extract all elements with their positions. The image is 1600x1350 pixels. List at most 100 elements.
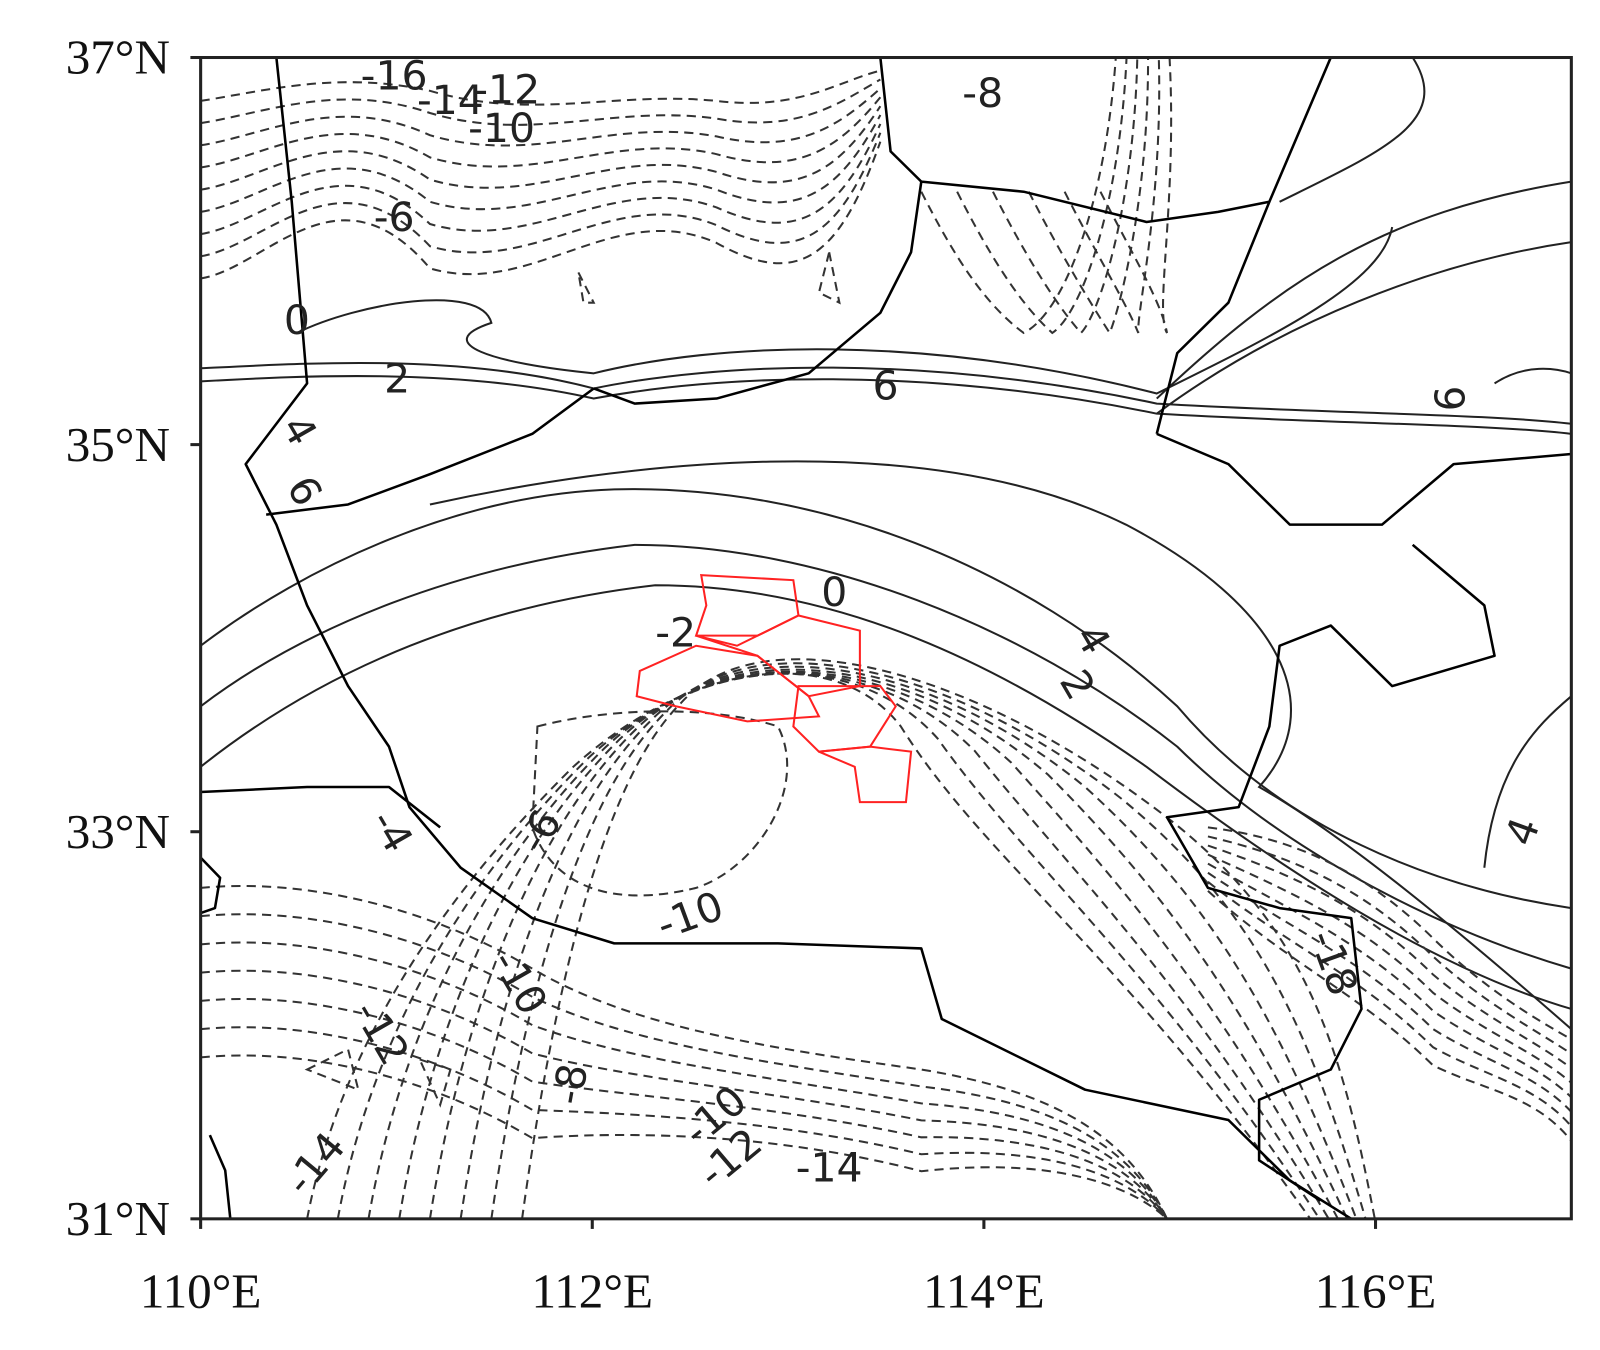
contour-label: 0 [284, 296, 310, 344]
contour [1207, 844, 1572, 1070]
contour [398, 670, 1339, 1220]
y-tick-label: 31°N [66, 1192, 170, 1246]
contour [428, 668, 1349, 1220]
contour [1207, 890, 1573, 1142]
contour [521, 658, 1376, 1220]
contour [200, 114, 882, 213]
contour [200, 885, 1168, 1220]
contour-label: -10 [468, 104, 535, 152]
contour [1207, 862, 1573, 1099]
y-tick-label: 37°N [66, 31, 170, 85]
border [1165, 543, 1496, 1202]
borders [199, 57, 1572, 1220]
contour [1156, 180, 1572, 400]
contour [1207, 826, 1572, 1041]
contour [429, 460, 1573, 1030]
contour-label: -8 [962, 69, 1003, 117]
region-outline [635, 644, 821, 723]
contour-label: -8 [543, 1060, 598, 1108]
border [1156, 432, 1572, 526]
axis-ticks: 37°N 35°N 33°N 31°N 110°E 112°E 114°E 116°E [66, 31, 1437, 1319]
contour [200, 375, 1572, 435]
contour [200, 1026, 1168, 1220]
contour [306, 672, 1312, 1220]
contour [200, 105, 882, 191]
contour [200, 488, 1572, 910]
contour [200, 69, 881, 106]
contour-lines [199, 56, 1573, 1030]
contour-label: -18 [1299, 923, 1367, 1001]
contour [1099, 57, 1173, 334]
contour [459, 665, 1358, 1220]
contour [817, 251, 841, 305]
highlight-region [635, 574, 913, 804]
y-tick-label: 35°N [66, 418, 170, 472]
contour [200, 141, 882, 280]
contour [200, 123, 882, 236]
contour-label: -14 [796, 1144, 863, 1192]
contour [200, 941, 1168, 1220]
contour-label: -14 [275, 1123, 355, 1204]
contour [1207, 835, 1572, 1055]
border [200, 785, 441, 829]
contour-label: -12 [473, 66, 540, 114]
contour [199, 584, 1572, 1010]
contour [1207, 853, 1573, 1084]
contour-label: -16 [361, 52, 428, 100]
x-tick-label: 114°E [923, 1265, 1045, 1319]
region-outline [695, 614, 861, 698]
contour [200, 132, 882, 258]
contour [417, 1057, 452, 1108]
contour [956, 57, 1128, 335]
contour [200, 1054, 1168, 1220]
contour [920, 57, 1117, 335]
contour [200, 998, 1168, 1220]
x-tick-label: 112°E [532, 1265, 654, 1319]
border [879, 57, 1332, 224]
border [1155, 201, 1271, 435]
contour-label: -6 [374, 193, 415, 241]
contour [200, 361, 1572, 425]
border [244, 57, 1352, 1220]
contour [200, 913, 1168, 1220]
contour [1279, 56, 1426, 203]
contour-label: -2 [655, 609, 696, 657]
contour [1483, 695, 1573, 868]
contour [1027, 57, 1150, 336]
contour [200, 78, 881, 126]
contour [490, 662, 1367, 1220]
contour-label: 2 [384, 355, 410, 403]
contour-label: -14 [417, 76, 484, 124]
region-outline [694, 574, 800, 637]
contour-label: 4 [1065, 616, 1120, 662]
border [265, 387, 595, 516]
y-tick-label: 33°N [66, 805, 170, 859]
border [208, 1134, 232, 1219]
contour [531, 710, 789, 897]
map-frame [199, 55, 1573, 1221]
contour [367, 672, 1330, 1220]
contour-label: -12 [344, 992, 419, 1073]
contour-label: 2 [1050, 662, 1105, 708]
border [593, 181, 923, 405]
contour-label: -10 [650, 882, 729, 949]
x-tick-label: 116°E [1315, 1265, 1437, 1319]
contour [200, 543, 1572, 970]
contour-label: 4 [1495, 811, 1549, 851]
contour-label: 4 [272, 407, 327, 453]
contour [1207, 881, 1573, 1128]
contour-label: 6 [872, 362, 898, 410]
contour [296, 226, 1394, 395]
contour [304, 1047, 360, 1092]
contour-label: -10 [482, 942, 557, 1023]
contour-label: 0 [821, 568, 847, 616]
border [199, 856, 222, 915]
region-outline [818, 745, 913, 804]
x-tick-label: 110°E [140, 1265, 262, 1319]
contour [992, 57, 1139, 335]
contour [1207, 871, 1573, 1113]
contour-label: 6 [1426, 386, 1474, 412]
contour [200, 96, 882, 169]
contour [200, 969, 1168, 1220]
